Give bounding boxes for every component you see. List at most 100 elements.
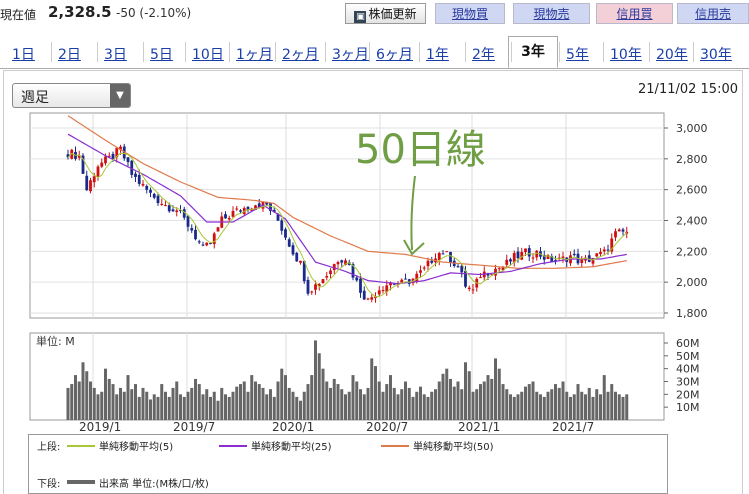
price-tick-label: 2,800 — [676, 153, 708, 166]
volume-bar — [561, 381, 565, 420]
update-price-button[interactable]: ▣ 株価更新 — [345, 3, 426, 24]
tab-separator — [143, 42, 144, 62]
volume-bar — [347, 391, 351, 420]
volume-bar — [479, 384, 482, 420]
volume-bar — [587, 387, 591, 420]
tab-11[interactable]: 2年 — [472, 47, 495, 63]
candle-body — [449, 251, 452, 263]
volume-bar — [167, 396, 171, 420]
candle-body — [302, 261, 306, 282]
volume-bar — [486, 375, 490, 420]
volume-bar — [550, 389, 554, 420]
volume-bar — [520, 391, 524, 420]
volume-bar — [182, 396, 186, 420]
tab-13[interactable]: 5年 — [566, 47, 589, 63]
tab-8[interactable]: 3ヶ月 — [332, 47, 369, 63]
volume-bar — [92, 387, 96, 420]
x-tick-label: 2021/7 — [552, 420, 594, 434]
tab-separator — [325, 42, 326, 62]
volume-bar — [77, 381, 81, 420]
period-select-value: 週足 — [21, 90, 49, 106]
tab-3[interactable]: 3日 — [104, 47, 127, 63]
volume-bar — [524, 386, 527, 420]
candle-body — [370, 297, 374, 300]
volume-bar — [85, 371, 89, 420]
annotation-label: 50日線 — [355, 127, 486, 173]
volume-tick-label: 30M — [676, 376, 700, 389]
cash-sell-button[interactable]: 現物売 — [513, 3, 590, 24]
volume-bar — [344, 394, 347, 420]
tab-2[interactable]: 2日 — [58, 47, 81, 63]
cash-buy-button[interactable]: 現物買 — [435, 3, 505, 24]
candle-body — [332, 264, 336, 271]
candle-body — [351, 264, 355, 278]
ma25-line — [67, 133, 627, 285]
margin-buy-button[interactable]: 信用買 — [596, 3, 673, 24]
candle-body — [535, 250, 539, 258]
tab-16[interactable]: 30年 — [700, 47, 732, 63]
tab-12-active[interactable]: 3年 — [508, 36, 558, 68]
volume-bar — [602, 375, 606, 420]
volume-bar — [149, 399, 152, 420]
legend-lower-label: 下段: — [37, 479, 61, 490]
volume-bar — [141, 387, 145, 420]
volume-bar — [362, 394, 366, 420]
candle-body — [400, 279, 404, 283]
candle-body — [419, 270, 422, 273]
volume-bar — [201, 394, 205, 420]
x-tick-label: 2019/7 — [173, 420, 215, 434]
candle-body — [486, 273, 490, 276]
tab-6[interactable]: 1ヶ月 — [236, 47, 273, 63]
candle-body — [276, 214, 280, 221]
tab-14[interactable]: 10年 — [610, 47, 642, 63]
volume-bar — [546, 391, 550, 420]
candle-body — [381, 290, 385, 292]
volume-bar — [527, 384, 531, 420]
volume-bar — [411, 396, 415, 420]
candle-body — [422, 267, 426, 269]
candle-body — [115, 148, 119, 158]
candle-body — [182, 209, 186, 218]
volume-bar — [445, 368, 449, 420]
tab-5[interactable]: 10日 — [192, 47, 224, 63]
price-tick-label: 2,000 — [676, 276, 708, 289]
candle-body — [617, 229, 621, 232]
chevron-down-icon[interactable]: ▼ — [110, 84, 130, 107]
candle-body — [531, 257, 535, 259]
tab-10[interactable]: 1年 — [426, 47, 449, 63]
period-select[interactable]: 週足 ▼ — [12, 83, 131, 108]
candle-body — [430, 260, 434, 263]
tab-separator — [185, 42, 186, 62]
volume-bar — [186, 391, 190, 420]
volume-bar — [490, 378, 494, 420]
tab-15[interactable]: 20年 — [656, 47, 688, 63]
tab-7[interactable]: 2ヶ月 — [282, 47, 319, 63]
candle-body — [209, 243, 212, 245]
volume-bar — [509, 394, 512, 420]
volume-bar — [325, 381, 329, 420]
volume-bar — [475, 389, 479, 420]
candle-body — [92, 176, 96, 183]
tab-separator — [275, 42, 276, 62]
candle-body — [96, 166, 100, 177]
volume-tick-label: 50M — [676, 350, 700, 363]
volume-bar — [156, 396, 160, 420]
price-tick-label: 1,800 — [676, 307, 708, 320]
volume-bar — [512, 396, 516, 420]
volume-bar — [610, 384, 614, 420]
candle-body — [464, 270, 467, 287]
candle-body — [126, 157, 130, 163]
candle-body — [610, 238, 614, 252]
candle-body — [227, 217, 231, 220]
tab-9[interactable]: 6ヶ月 — [376, 47, 413, 63]
volume-bar — [599, 394, 602, 420]
tab-1[interactable]: 1日 — [12, 47, 35, 63]
tab-separator — [369, 42, 370, 62]
volume-bar — [572, 394, 576, 420]
margin-sell-button[interactable]: 信用売 — [677, 3, 749, 24]
tab-4[interactable]: 5日 — [150, 47, 173, 63]
volume-bar — [456, 381, 460, 420]
x-tick-label: 2020/7 — [366, 420, 408, 434]
volume-bar — [314, 340, 317, 420]
tab-separator — [97, 42, 98, 62]
